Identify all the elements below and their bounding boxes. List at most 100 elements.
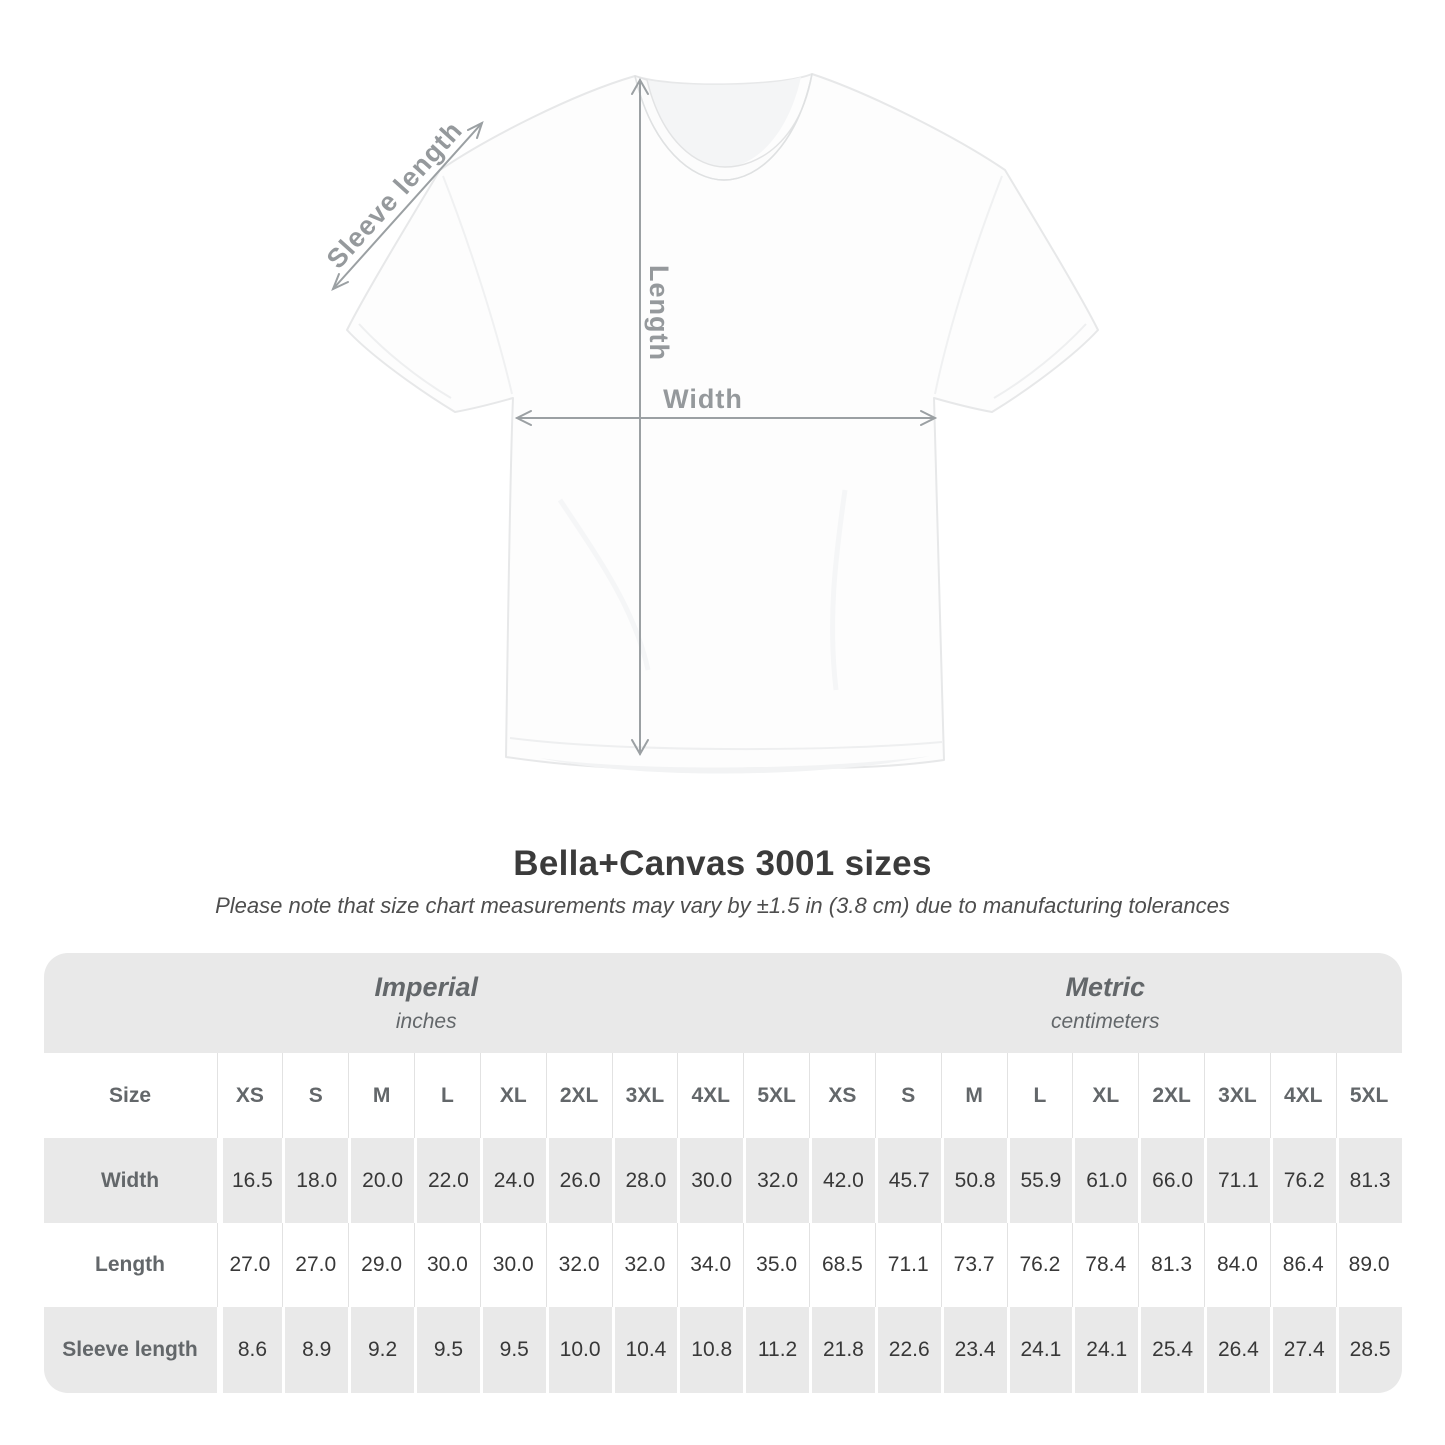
width-metric-4xl: 76.2 [1269, 1138, 1336, 1223]
width-imperial-xl: 24.0 [479, 1138, 546, 1223]
size-header-imperial-s: S [282, 1053, 349, 1138]
width-metric-3xl: 71.1 [1204, 1138, 1270, 1223]
armhole-seam-right [934, 175, 1003, 395]
size-corner-label: Size [43, 1053, 217, 1138]
length-imperial-l: 30.0 [414, 1223, 480, 1307]
length-metric-4xl: 86.4 [1269, 1223, 1336, 1307]
sleeve-metric-2xl: 25.4 [1138, 1307, 1204, 1393]
sleeve-imperial-4xl: 10.8 [677, 1307, 744, 1393]
sleeve-metric-4xl: 27.4 [1269, 1307, 1336, 1393]
size-header-metric-4xl: 4XL [1269, 1053, 1336, 1138]
sleeve-metric-3xl: 26.4 [1204, 1307, 1270, 1393]
size-header-imperial-5xl: 5XL [743, 1053, 809, 1138]
width-metric-s: 45.7 [874, 1138, 941, 1223]
sleeve-imperial-xs: 8.6 [216, 1307, 283, 1393]
wrinkle-left [557, 498, 651, 671]
size-header-metric-s: S [874, 1053, 941, 1138]
length-imperial-m: 29.0 [348, 1223, 414, 1307]
metric-group-header: Metric centimeters [809, 953, 1402, 1053]
page-title: Bella+Canvas 3001 sizes [513, 844, 932, 883]
size-header-metric-m: M [940, 1053, 1007, 1138]
width-imperial-4xl: 30.0 [677, 1138, 744, 1223]
length-metric-xl: 78.4 [1072, 1223, 1139, 1307]
collar-outer-line [634, 73, 813, 181]
collar-opening [647, 77, 801, 167]
width-imperial-s: 18.0 [282, 1138, 349, 1223]
length-metric-5xl: 89.0 [1335, 1223, 1402, 1307]
length-metric-2xl: 81.3 [1138, 1223, 1204, 1307]
sleeve-metric-xs: 21.8 [809, 1307, 875, 1393]
width-imperial-3xl: 28.0 [611, 1138, 678, 1223]
size-header-metric-5xl: 5XL [1335, 1053, 1402, 1138]
width-metric-2xl: 66.0 [1138, 1138, 1204, 1223]
size-header-imperial-4xl: 4XL [677, 1053, 744, 1138]
sleeve-hem-right [993, 323, 1087, 399]
length-imperial-xs: 27.0 [216, 1223, 283, 1307]
tshirt-image: Sleeve length Length Width [321, 73, 1099, 774]
sleeve-metric-l: 24.1 [1006, 1307, 1073, 1393]
shirt-diagram: Sleeve length Length Width [321, 73, 1099, 774]
armhole-seam-left [442, 175, 513, 395]
sleeve-metric-xl: 24.1 [1072, 1307, 1139, 1393]
length-imperial-xl: 30.0 [479, 1223, 546, 1307]
width-label: Width [663, 384, 743, 414]
row-label-sleeve-length: Sleeve length [43, 1307, 217, 1393]
length-metric-xs: 68.5 [809, 1223, 875, 1307]
size-header-imperial-2xl: 2XL [545, 1053, 612, 1138]
size-header-metric-3xl: 3XL [1204, 1053, 1270, 1138]
length-metric-m: 73.7 [940, 1223, 1007, 1307]
sleeve-metric-m: 23.4 [940, 1307, 1007, 1393]
hem-fold-shade [540, 756, 930, 774]
length-imperial-2xl: 32.0 [545, 1223, 612, 1307]
sleeve-metric-5xl: 28.5 [1335, 1307, 1402, 1393]
length-imperial-4xl: 34.0 [677, 1223, 744, 1307]
size-header-metric-xl: XL [1072, 1053, 1139, 1138]
sleeve-imperial-5xl: 11.2 [743, 1307, 809, 1393]
sleeve-metric-s: 22.6 [874, 1307, 941, 1393]
sleeve-imperial-xl: 9.5 [479, 1307, 546, 1393]
sleeve-imperial-l: 9.5 [414, 1307, 480, 1393]
width-imperial-5xl: 32.0 [743, 1138, 809, 1223]
row-label-width: Width [43, 1138, 217, 1223]
size-header-imperial-xs: XS [216, 1053, 283, 1138]
size-table: Imperial inches Metric centimeters Size … [43, 953, 1402, 1393]
width-metric-5xl: 81.3 [1335, 1138, 1402, 1223]
length-imperial-s: 27.0 [282, 1223, 349, 1307]
size-header-imperial-m: M [348, 1053, 414, 1138]
size-header-metric-2xl: 2XL [1138, 1053, 1204, 1138]
size-header-imperial-3xl: 3XL [611, 1053, 678, 1138]
width-metric-xs: 42.0 [809, 1138, 875, 1223]
sleeve-imperial-3xl: 10.4 [611, 1307, 678, 1393]
width-metric-xl: 61.0 [1072, 1138, 1139, 1223]
size-header-imperial-xl: XL [479, 1053, 546, 1138]
width-arrow [514, 410, 938, 426]
sleeve-imperial-m: 9.2 [348, 1307, 414, 1393]
size-header-metric-l: L [1006, 1053, 1073, 1138]
wrinkle-right [830, 489, 848, 691]
metric-unit: centimeters [1050, 1010, 1160, 1033]
width-imperial-l: 22.0 [414, 1138, 480, 1223]
sleeve-hem-left [358, 323, 452, 399]
imperial-unit: inches [395, 1010, 457, 1033]
metric-label: Metric [1065, 972, 1146, 1002]
size-header-imperial-l: L [414, 1053, 480, 1138]
width-metric-l: 55.9 [1006, 1138, 1073, 1223]
sleeve-imperial-2xl: 10.0 [545, 1307, 612, 1393]
imperial-label: Imperial [374, 972, 479, 1002]
length-imperial-5xl: 35.0 [743, 1223, 809, 1307]
size-header-metric-xs: XS [809, 1053, 875, 1138]
row-label-length: Length [43, 1223, 217, 1307]
width-metric-m: 50.8 [940, 1138, 1007, 1223]
tolerance-note: Please note that size chart measurements… [215, 893, 1230, 918]
length-label: Length [644, 265, 674, 361]
sleeve-imperial-s: 8.9 [282, 1307, 349, 1393]
width-imperial-m: 20.0 [348, 1138, 414, 1223]
bottom-hem-stitch [509, 737, 943, 751]
length-imperial-3xl: 32.0 [611, 1223, 678, 1307]
length-metric-3xl: 84.0 [1204, 1223, 1270, 1307]
imperial-group-header: Imperial inches [43, 953, 809, 1053]
width-imperial-xs: 16.5 [216, 1138, 283, 1223]
length-metric-s: 71.1 [874, 1223, 941, 1307]
width-imperial-2xl: 26.0 [545, 1138, 612, 1223]
